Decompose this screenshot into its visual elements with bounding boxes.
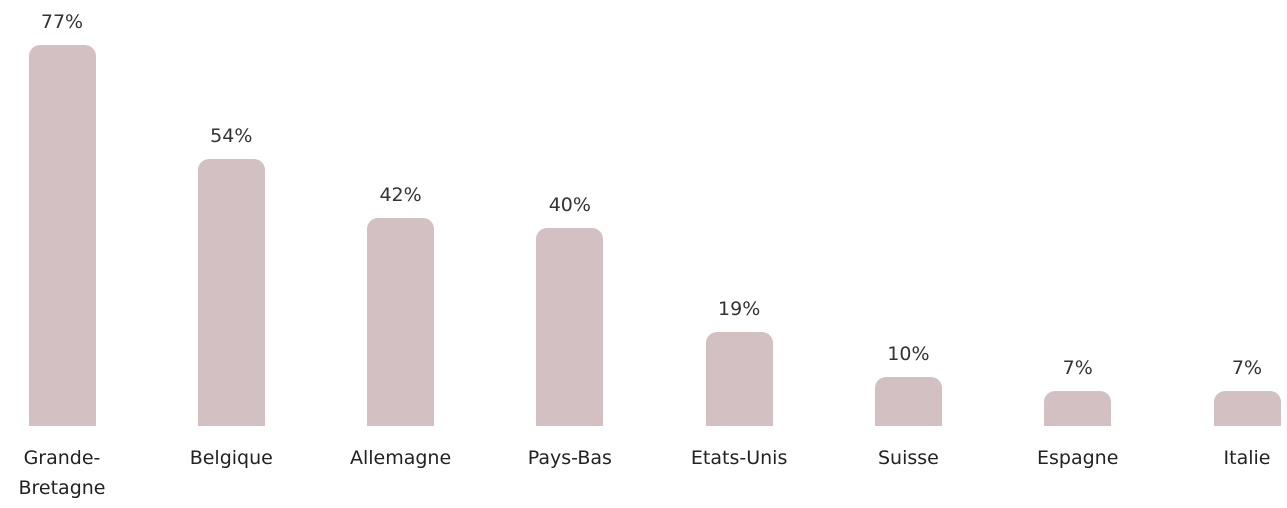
- x-tick-label: Italie: [1223, 447, 1271, 469]
- bar: [705, 331, 773, 426]
- bar: [1213, 391, 1281, 426]
- value-label: 7%: [1231, 357, 1263, 380]
- x-tick-label: Belgique: [189, 447, 273, 469]
- bar: [1044, 391, 1112, 426]
- value-label: 19%: [718, 297, 761, 320]
- x-tick-label: Grande-Bretagne: [18, 447, 106, 499]
- value-label: 10%: [887, 342, 930, 365]
- bar: [28, 45, 96, 426]
- x-tick-label: Suisse: [877, 447, 939, 469]
- x-tick-label: Etats-Unis: [690, 447, 788, 469]
- bar: [367, 218, 435, 426]
- x-tick-label: Allemagne: [349, 447, 452, 469]
- value-label: 77%: [40, 11, 84, 33]
- bar: [874, 376, 942, 426]
- value-label: 40%: [548, 194, 591, 217]
- x-tick-label: Espagne: [1037, 447, 1119, 469]
- bar: [197, 158, 265, 426]
- value-label: 7%: [1062, 357, 1093, 380]
- x-tick-label: Pays-Bas: [527, 447, 612, 469]
- bar: [536, 228, 604, 426]
- value-label: 54%: [210, 124, 253, 147]
- value-label: 42%: [379, 184, 422, 207]
